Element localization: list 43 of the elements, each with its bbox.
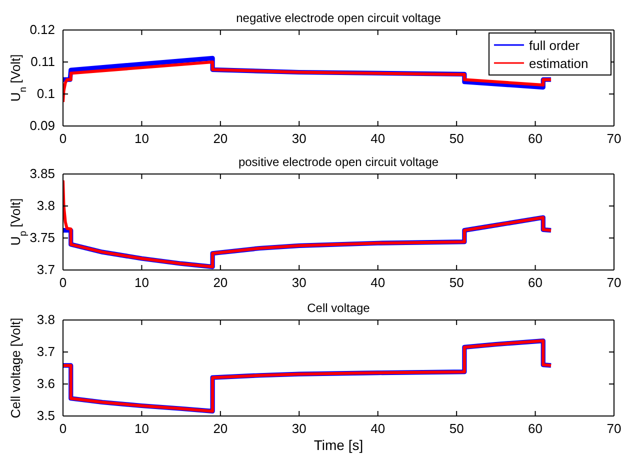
y-tick-label: 0.1 [36,86,55,102]
x-tick-label: 0 [59,275,67,290]
x-tick-label: 50 [449,275,464,290]
x-tick-label: 20 [213,421,228,436]
x-tick-label: 50 [449,421,464,436]
x-tick-label: 10 [134,131,149,146]
x-tick-label: 10 [134,275,149,290]
x-tick-label: 30 [292,275,306,290]
y-tick-label: 3.75 [30,230,55,246]
y-tick-label: 3.5 [36,408,55,424]
y-tick-label: 0.09 [30,118,55,134]
y-tick-label: 3.8 [36,198,55,214]
x-tick-label: 0 [59,421,67,436]
y-axis-title: Cell voltage [Volt] [8,318,23,418]
y-tick-label: 3.6 [36,376,55,392]
y-tick-label: 0.11 [30,54,55,70]
x-tick-label: 70 [606,131,621,146]
x-tick-label: 20 [213,275,228,290]
x-tick-label: 60 [528,421,543,436]
x-tick-label: 60 [528,275,543,290]
chart-title: Cell voltage [307,301,370,315]
x-tick-label: 10 [134,421,149,436]
y-tick-label: 3.7 [36,344,55,360]
x-tick-label: 70 [606,421,621,436]
legend-label: full order [529,38,580,53]
y-tick-label: 0.12 [30,22,55,38]
chart-title: negative electrode open circuit voltage [236,11,442,25]
legend-label: estimation [529,56,588,71]
x-tick-label: 40 [370,421,386,436]
x-tick-label: 40 [370,275,386,290]
x-tick-label: 30 [292,131,306,146]
x-axis-title: Time [s] [314,437,364,453]
x-tick-label: 30 [292,421,306,436]
x-tick-label: 70 [606,275,621,290]
x-tick-label: 40 [370,131,386,146]
y-tick-label: 3.7 [36,262,55,278]
chart-title: positive electrode open circuit voltage [238,155,439,169]
x-tick-label: 50 [449,131,464,146]
y-tick-label: 3.8 [36,312,55,328]
y-tick-label: 3.85 [30,166,55,182]
x-tick-label: 0 [59,131,67,146]
x-tick-label: 60 [528,131,543,146]
x-tick-label: 20 [213,131,228,146]
